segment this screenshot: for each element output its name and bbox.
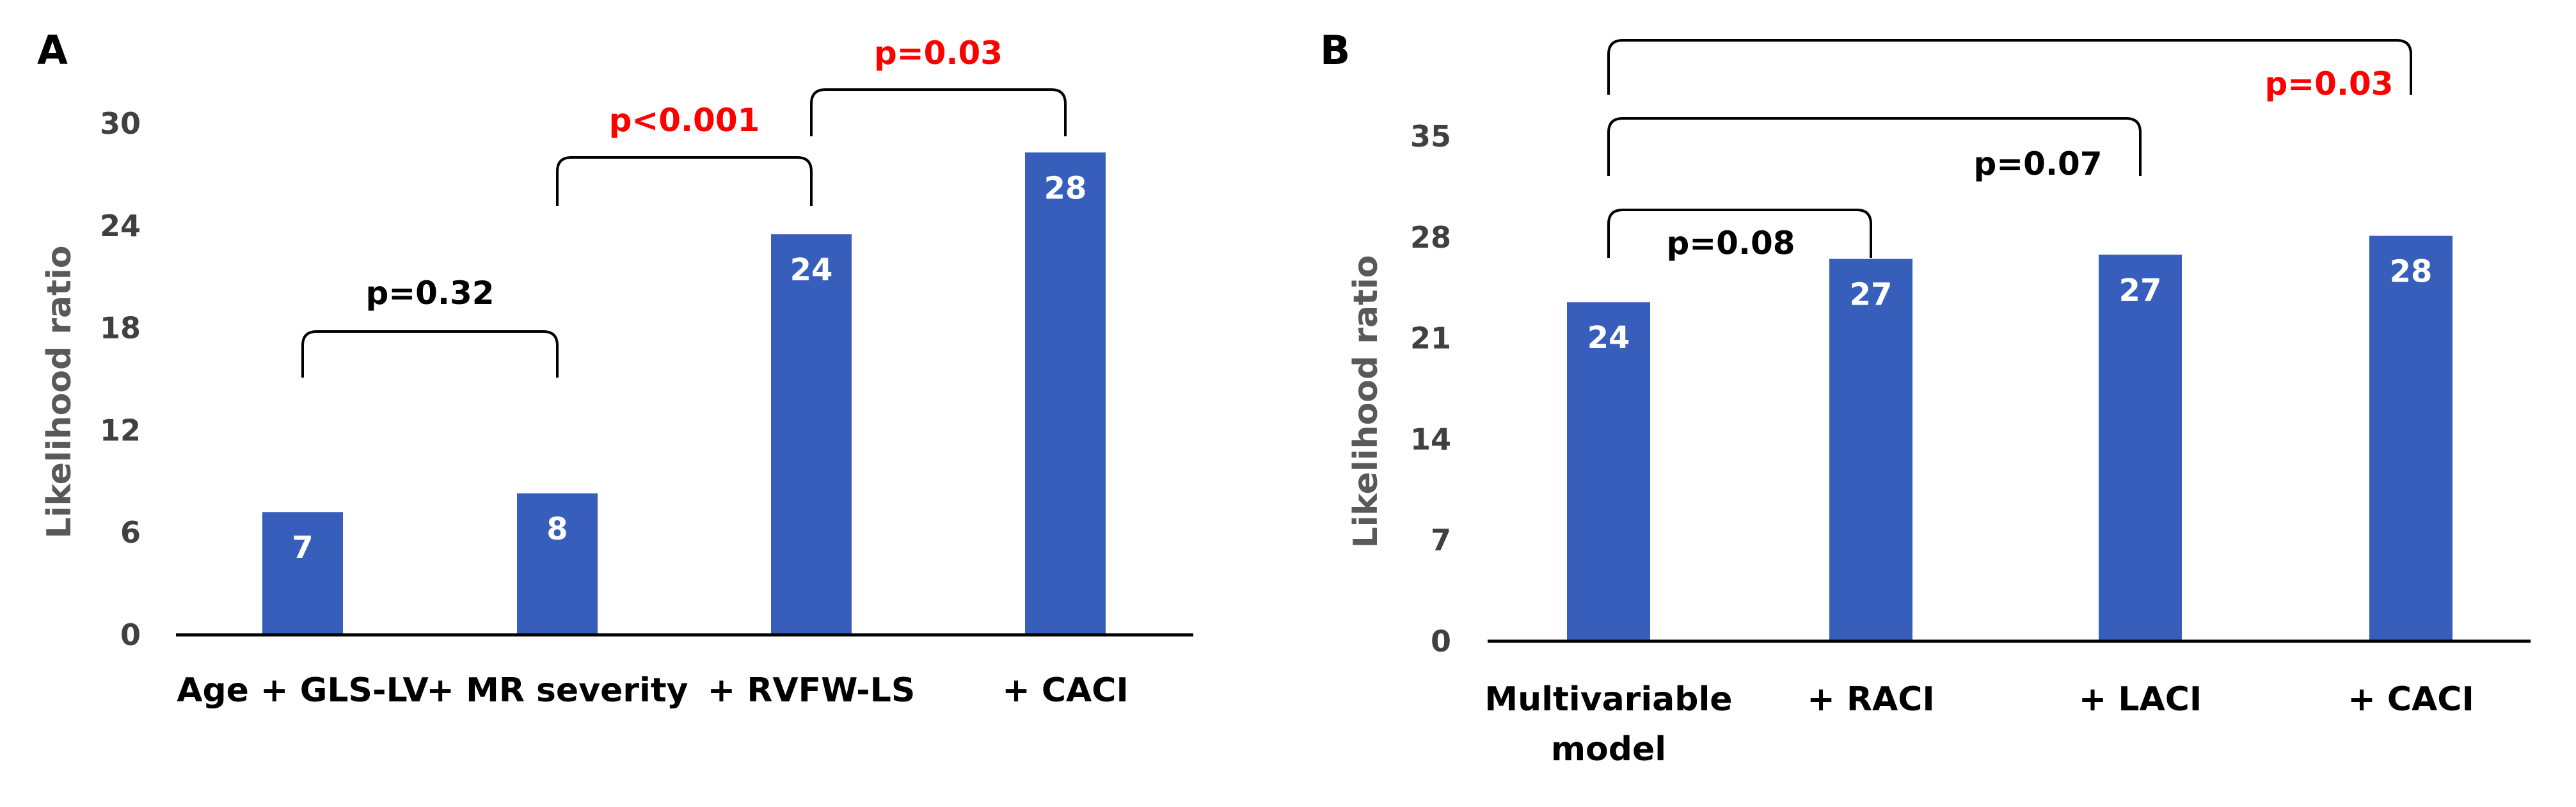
panel-a-y-tick-label: 0 <box>120 618 141 652</box>
panel-a-bar-value-label: 8 <box>546 511 568 547</box>
panel-b-bar <box>2369 236 2453 641</box>
panel-b-y-axis-title: Likelihood ratio <box>1347 255 1385 548</box>
panel-a-bar <box>771 234 852 635</box>
panel-a-bar <box>517 493 598 635</box>
panel-b-y-tick-label: 14 <box>1410 422 1451 456</box>
panel-a-p-value-label: p=0.32 <box>365 275 494 312</box>
panel-b-p-value-label: p=0.08 <box>1666 225 1795 262</box>
panel-a-bar-value-label: 28 <box>1044 170 1087 206</box>
panel-b-p-value-label: p=0.07 <box>1973 145 2102 182</box>
panel-a-y-tick-label: 24 <box>100 209 141 243</box>
panel-b-category-label: Multivariable <box>1484 680 1732 719</box>
panel-b-y-tick-label: 21 <box>1410 321 1451 356</box>
panel-a-comparison-bracket <box>301 330 559 378</box>
panel-a-letter: A <box>37 27 68 74</box>
panel-a-category-label: Age + GLS-LV <box>177 671 429 710</box>
panel-b-comparison-bracket <box>1607 39 2412 95</box>
panel-b-bar-value-label: 28 <box>2390 254 2433 290</box>
panel-a-category-label: + MR severity <box>426 671 688 710</box>
panel-a-y-tick-label: 12 <box>100 413 141 447</box>
panel-b-category-label: + CACI <box>2348 680 2474 719</box>
panel-b-y-tick-label: 28 <box>1410 220 1451 255</box>
panel-b-bar-value-label: 27 <box>1850 277 1893 313</box>
panel-a-bar <box>262 512 343 635</box>
panel-b-bar-value-label: 27 <box>2119 273 2162 308</box>
panel-a-y-tick-label: 30 <box>100 106 141 141</box>
panel-a-comparison-bracket <box>810 88 1067 136</box>
panel-a-p-value-label: p<0.001 <box>609 102 760 139</box>
panel-b-bar <box>1829 259 1912 642</box>
panel-b-category-label: model <box>1551 730 1666 769</box>
panel-a-bar <box>1025 152 1106 635</box>
panel-b-p-value-label: p=0.03 <box>2264 65 2393 102</box>
panel-b-letter: B <box>1320 27 1350 74</box>
panel-b-category-label: + LACI <box>2079 680 2202 719</box>
panel-a-bar-value-label: 7 <box>292 530 313 566</box>
panel-b-y-tick-label: 0 <box>1431 624 1451 659</box>
panel-b-bar-value-label: 24 <box>1587 320 1630 356</box>
panel-a-bar-value-label: 24 <box>790 252 833 288</box>
panel-a-y-axis-title: Likelihood ratio <box>40 246 79 539</box>
panel-b-y-tick-label: 35 <box>1410 119 1451 154</box>
panel-b-comparison-bracket <box>1607 209 1872 258</box>
panel-b-bar <box>2099 254 2182 641</box>
panel-b-bar <box>1567 302 1650 641</box>
panel-a-category-label: + CACI <box>1002 671 1129 710</box>
panel-a-y-tick-label: 18 <box>100 311 141 346</box>
panel-a-comparison-bracket <box>556 156 813 206</box>
panel-a-p-value-label: p=0.03 <box>874 35 1003 72</box>
panel-b-y-tick-label: 7 <box>1431 523 1451 557</box>
panel-b-category-label: + RACI <box>1807 680 1934 719</box>
panel-a-category-label: + RVFW-LS <box>708 671 916 710</box>
panel-b-comparison-bracket <box>1607 117 2142 176</box>
panel-a-y-tick-label: 6 <box>120 515 141 550</box>
